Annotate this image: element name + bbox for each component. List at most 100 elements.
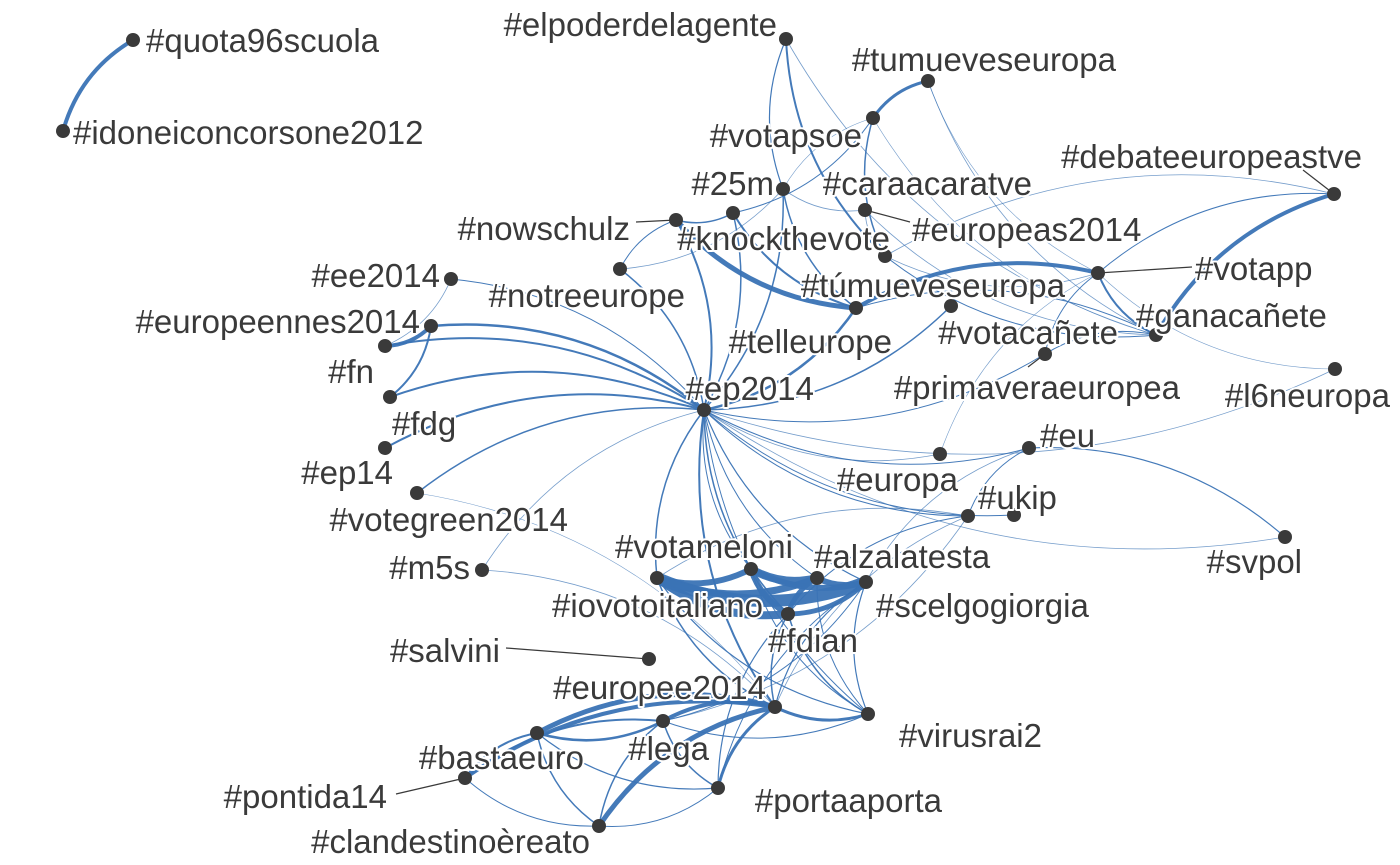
node-ukip [1007,508,1021,522]
node-label-europeas2014: #europeas2014 [912,211,1141,248]
node-label-ep2014: #ep2014 [686,370,814,407]
node-label-europee2014: #europee2014 [553,669,766,706]
edge-fn-ee2014 [384,278,452,347]
node-label-tumueveseuropa2: #túmueveseuropa [801,267,1066,304]
node-m5s [475,563,489,577]
edge-alzalatesta-virusrai2 [816,577,869,715]
node-idoneiconcorsone2012 [56,124,70,138]
edge-25m-caraacaratve [782,188,866,212]
node-label-ep14: #ep14 [301,454,393,491]
node-europeennes2014 [424,319,438,333]
node-ee2014 [444,272,458,286]
node-elpoderdelagente [779,32,793,46]
edge-elpoderdelagente-europeas2014 [785,38,886,257]
node-label-fn: #fn [328,353,374,390]
edge-ep2014-fdg [389,370,705,411]
node-salvini [642,652,656,666]
edge-scelgogiorgia-virusrai2 [853,581,869,715]
edge-ep2014-telleurope [703,305,952,411]
node-label-eu: #eu [1040,417,1095,454]
edge-ep2014-m5s [481,409,705,571]
node-label-pontida14: #pontida14 [224,778,387,815]
edge-svpol-eu [1028,446,1286,538]
edge-fdian-scelgogiorgia [785,579,869,617]
edge-bastaeuro-lega [535,719,665,742]
edge-nowschulz-notreeurope [619,219,677,270]
node-fn [378,339,392,353]
edge-ep2014-primaveraeuropea [703,409,941,462]
edge-europa-iovotoitaliano [656,507,969,579]
node-l6neuropa [1328,362,1342,376]
node-europa [961,509,975,523]
edge-votapp-primaveraeuropea [939,272,1099,455]
labels-layer: #quota96scuola #idoneiconcorsone2012 #elpo… [71,4,1393,862]
node-label-clandestinoereato: #clandestinoèreato [311,823,590,860]
node-label-l6neuropa: #l6neuropa [1225,377,1391,414]
edge-ep2014-ep14 [384,393,705,449]
edge-votapsoe-25m [782,117,874,190]
edge-pontida14-clandestinoereato [464,777,600,827]
node-votacanete [1038,347,1052,361]
edge-ep2014-l6neuropa [703,368,1336,455]
edge-bastaeuro-pontida14 [464,732,538,779]
node-label-ee2014: #ee2014 [312,257,440,294]
edge-ep2014-votegreen2014 [416,407,705,494]
edges-layer [61,38,1336,829]
node-svpol [1278,530,1292,544]
node-fdg [383,390,397,404]
node-alzalatesta [810,571,824,585]
node-label-tumueveseuropa: #tumueveseuropa [852,41,1117,78]
node-label-scelgogiorgia: #scelgogiorgia [876,587,1089,624]
edge-europee2014-pontida14 [463,699,777,780]
edge-ep2014-europa [703,409,969,517]
edge-knockthevote-tumueveseuropa2 [732,212,857,309]
edge-tumueveseuropa-votapsoe [871,79,930,120]
node-label-virusrai2: #virusrai2 [899,717,1042,754]
edge-notreeurope-25m [619,188,784,270]
node-label-telleurope: #telleurope [729,323,892,360]
edge-ep2014-europeennes2014 [429,323,706,412]
edge-votapsoe-ganacanete [872,117,1157,336]
edge-scelgogiorgia-portaaporta [717,581,867,789]
edge-europee2014-virusrai2 [773,705,870,722]
node-tumueveseuropa2 [849,301,863,315]
edge-iovotoitaliano-europee2014 [656,577,776,708]
leader-line-votapp [1097,266,1193,274]
edge-knockthevote-votapsoe [732,117,874,214]
node-label-votapp: #votapp [1195,250,1312,287]
node-label-caraacaratve: #caraacaratve [823,165,1032,202]
node-ganacanete [1149,328,1163,342]
edge-europee2014-votegreen2014 [416,492,776,708]
node-label-nowschulz: #nowschulz [458,210,630,247]
edge-tumueveseuropa-ganacanete [927,80,1157,336]
node-portaaporta [711,781,725,795]
edge-ep2014-knockthevote [703,212,742,411]
edge-iovotoitaliano-fdian [653,574,792,620]
edge-votapp-votacanete [1044,272,1099,355]
edge-debateeuropeastve-europeas2014 [884,174,1335,257]
edge-ganacanete-votacanete [1044,330,1157,355]
edge-ep2014-tumueveseuropa2 [702,306,858,412]
edge-votameloni-virusrai2 [750,568,869,715]
edge-lega-clandestinoereato [598,720,664,827]
node-europeas2014 [878,249,892,263]
node-ep2014 [697,403,711,417]
edge-lega-pontida14 [464,718,664,779]
node-primaveraeuropea [933,447,947,461]
leader-line-caraacaratve [864,209,911,223]
node-label-primaveraeuropea: #primaveraeuropea [894,369,1181,406]
node-telleurope [944,299,958,313]
node-label-svpol: #svpol [1207,543,1302,580]
edge-ep2014-alzalatesta [703,409,818,579]
edge-tumueveseuropa-votapp [927,80,1099,274]
node-label-idoneiconcorsone2012: #idoneiconcorsone2012 [73,114,423,151]
node-votegreen2014 [410,486,424,500]
node-25m [776,182,790,196]
edge-elpoderdelagente-25m [768,38,787,190]
edge-ganacanete-tumueveseuropa2 [855,289,1157,336]
node-lega [656,714,670,728]
edge-fdg-europeennes2014 [389,325,432,398]
node-label-debateeuropeastve: #debateeuropeastve [1061,138,1362,175]
node-votapsoe [866,111,880,125]
